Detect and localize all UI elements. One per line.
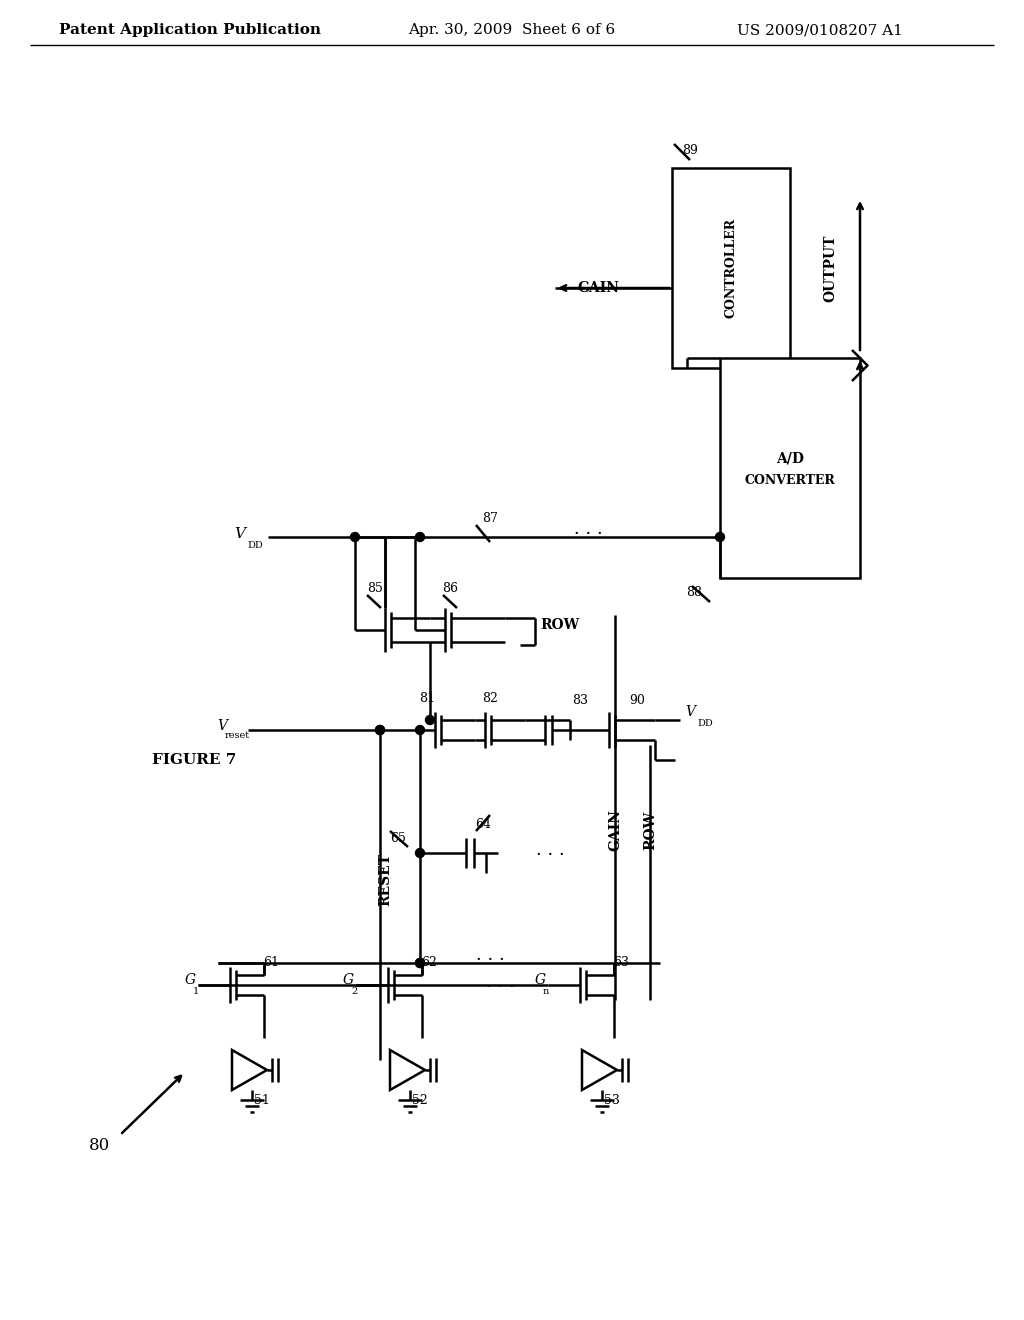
Text: G: G [342,973,353,987]
Text: 61: 61 [263,957,279,969]
Text: RESET: RESET [378,854,392,907]
Text: ROW: ROW [541,618,580,632]
Circle shape [416,849,425,858]
Text: DD: DD [247,541,263,550]
Text: Patent Application Publication: Patent Application Publication [59,22,321,37]
Text: 81: 81 [419,692,435,705]
Text: · · ·: · · · [475,950,505,969]
Circle shape [350,532,359,541]
Bar [720,358,860,578]
Text: ROW: ROW [643,810,657,850]
Circle shape [376,726,384,734]
Text: · · ·: · · · [536,846,564,865]
Text: 1: 1 [193,987,199,997]
Text: V: V [234,527,246,541]
Text: DD: DD [697,718,713,727]
Text: 63: 63 [613,957,629,969]
Circle shape [376,726,384,734]
Text: 80: 80 [89,1137,111,1154]
Text: A/D: A/D [776,451,804,465]
Text: 62: 62 [421,957,437,969]
Text: 86: 86 [442,582,458,594]
Text: reset: reset [224,731,250,741]
Text: G: G [184,973,196,987]
Text: 51: 51 [254,1093,270,1106]
Text: 90: 90 [629,693,645,706]
Text: 83: 83 [572,693,588,706]
Text: 82: 82 [482,692,498,705]
Circle shape [416,958,425,968]
Text: GAIN: GAIN [608,809,622,851]
Text: GAIN: GAIN [577,281,618,294]
Text: FIGURE 7: FIGURE 7 [152,752,237,767]
Text: US 2009/0108207 A1: US 2009/0108207 A1 [737,22,903,37]
Text: 64: 64 [475,818,490,832]
Text: · · ·: · · · [485,978,514,997]
Circle shape [716,532,725,541]
Text: 88: 88 [686,586,702,599]
Circle shape [416,726,425,734]
Text: 89: 89 [682,144,698,157]
Text: OUTPUT: OUTPUT [823,235,837,302]
Text: V: V [685,705,695,719]
Circle shape [416,532,425,541]
Text: n: n [543,987,549,997]
Text: 85: 85 [367,582,383,594]
Text: 65: 65 [390,832,406,845]
Text: 2: 2 [351,987,357,997]
Text: 87: 87 [482,512,498,525]
Text: Apr. 30, 2009  Sheet 6 of 6: Apr. 30, 2009 Sheet 6 of 6 [409,22,615,37]
Bar [672,168,790,368]
Text: G: G [535,973,546,987]
Text: 53: 53 [604,1093,620,1106]
Text: 52: 52 [412,1093,428,1106]
Text: · · ·: · · · [573,525,602,543]
Text: CONVERTER: CONVERTER [744,474,836,487]
Text: V: V [217,719,227,733]
Text: CONTROLLER: CONTROLLER [725,218,737,318]
Circle shape [416,958,425,968]
Circle shape [426,715,434,725]
